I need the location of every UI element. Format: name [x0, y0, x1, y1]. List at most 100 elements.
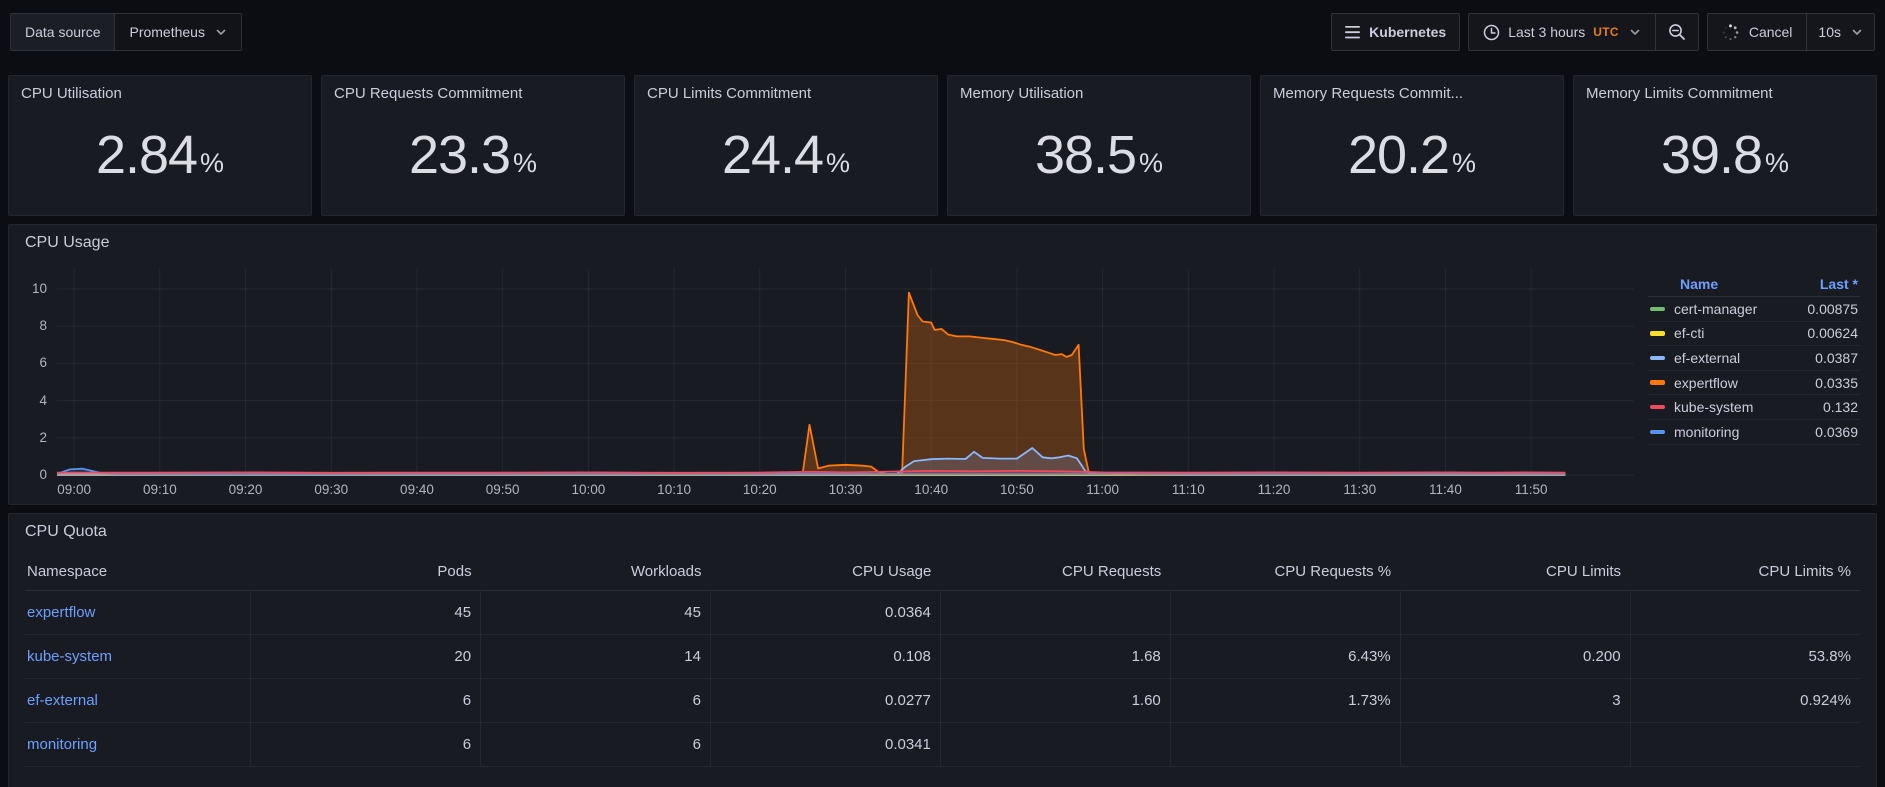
- stat-panel: Memory Requests Commit... 20.2%: [1260, 75, 1564, 216]
- table-cell: [939, 722, 1171, 767]
- table-row: kube-system 20 14 0.108 1.68 6.43% 0.200 53.8%: [25, 634, 1860, 679]
- series-color-pill: [1650, 355, 1665, 361]
- namespace-link[interactable]: monitoring: [27, 736, 98, 753]
- table-cell: 3: [1399, 678, 1631, 723]
- series-last-value: 0.0387: [1815, 349, 1858, 366]
- time-range-picker[interactable]: Last 3 hours UTC: [1469, 14, 1655, 50]
- column-header-pods[interactable]: Pods: [250, 555, 481, 591]
- namespace-link[interactable]: kube-system: [27, 648, 113, 665]
- series-name: cert-manager: [1674, 300, 1758, 317]
- datasource-dropdown[interactable]: Prometheus: [114, 14, 240, 50]
- column-header-cpu-requests[interactable]: CPU Requests: [940, 555, 1171, 591]
- series-name: expertflow: [1674, 374, 1738, 391]
- refresh-cancel-button[interactable]: Cancel: [1708, 14, 1807, 50]
- refresh-interval-dropdown[interactable]: 10s: [1806, 14, 1874, 50]
- legend-row[interactable]: ef-external 0.0387: [1648, 346, 1860, 371]
- x-axis-tick-label: 10:00: [571, 482, 606, 497]
- cpu-usage-panel: CPU Usage 0 2 4 6 8 10 09:00 09:10 09:20 09:30 09:…: [8, 224, 1877, 505]
- table-cell: 6: [250, 678, 481, 723]
- stat-panel-title: Memory Requests Commit...: [1273, 85, 1464, 102]
- stat-panel-value: 2.84: [95, 124, 198, 185]
- x-axis-tick-label: 11:20: [1257, 482, 1291, 497]
- table-cell: 6: [250, 722, 481, 767]
- chart-canvas[interactable]: [57, 256, 1634, 478]
- x-axis-tick-label: 11:00: [1086, 482, 1119, 497]
- column-header-cpu-limits-[interactable]: CPU Limits %: [1630, 555, 1860, 591]
- y-axis-tick-label: 2: [39, 429, 47, 445]
- zoom-out-button[interactable]: [1654, 14, 1698, 50]
- datasource-value: Prometheus: [129, 24, 205, 40]
- legend-row[interactable]: expertflow 0.0335: [1648, 371, 1860, 396]
- series-last-value: 0.00875: [1807, 300, 1858, 317]
- y-axis-tick-label: 0: [39, 467, 47, 482]
- series-last-value: 0.00624: [1807, 325, 1858, 342]
- stat-panel-value: 24.4: [721, 124, 824, 185]
- stat-panel-value: 38.5: [1034, 124, 1137, 185]
- stat-panel-value: 23.3: [408, 124, 511, 185]
- y-axis-tick-label: 4: [39, 392, 47, 408]
- timezone-label: UTC: [1593, 25, 1619, 39]
- namespace-link[interactable]: ef-external: [27, 692, 98, 709]
- cpu-usage-panel-title: CPU Usage: [25, 234, 110, 251]
- table-row: expertflow 45 45 0.0364: [25, 590, 1860, 635]
- x-axis-tick-label: 09:50: [485, 482, 520, 497]
- stat-panel-title: Memory Limits Commitment: [1586, 85, 1773, 102]
- refresh-interval-value: 10s: [1818, 24, 1841, 40]
- chevron-down-icon: [215, 26, 227, 38]
- column-header-workloads[interactable]: Workloads: [480, 555, 711, 591]
- table-cell: 6: [480, 678, 711, 723]
- table-cell: [1399, 590, 1631, 635]
- menu-icon: [1345, 25, 1361, 39]
- x-axis-tick-label: 09:40: [400, 482, 434, 497]
- x-axis-tick-label: 09:20: [228, 482, 263, 497]
- series-color-pill: [1650, 404, 1665, 410]
- table-cell: [1629, 722, 1860, 767]
- namespace-link[interactable]: expertflow: [27, 604, 96, 621]
- stat-panels-row: CPU Utilisation 2.84% CPU Requests Commi…: [8, 75, 1877, 216]
- column-header-cpu-usage[interactable]: CPU Usage: [710, 555, 941, 591]
- table-cell: 0.0341: [709, 722, 941, 767]
- y-axis-tick-label: 6: [39, 355, 47, 371]
- legend-row[interactable]: cert-manager 0.00875: [1648, 297, 1860, 322]
- column-header-cpu-requests-[interactable]: CPU Requests %: [1170, 555, 1401, 591]
- x-axis-tick-label: 11:50: [1514, 482, 1548, 497]
- cancel-label: Cancel: [1748, 24, 1793, 40]
- chevron-down-icon: [1851, 26, 1863, 38]
- dashboard-button[interactable]: Kubernetes: [1331, 13, 1461, 51]
- stat-panel-title: Memory Utilisation: [960, 85, 1084, 102]
- legend-value-header[interactable]: Last *: [1819, 276, 1858, 292]
- zoom-out-icon: [1668, 23, 1686, 41]
- column-header-cpu-limits[interactable]: CPU Limits: [1400, 555, 1631, 591]
- x-axis-tick-label: 09:00: [57, 482, 92, 497]
- x-axis-tick-label: 11:10: [1171, 482, 1205, 497]
- legend-row[interactable]: kube-system 0.132: [1648, 395, 1860, 420]
- table-row: ef-external 6 6 0.0277 1.60 1.73% 3 0.924%: [25, 678, 1860, 723]
- table-cell: 53.8%: [1629, 634, 1860, 679]
- series-area-kube-system: [57, 470, 1566, 475]
- stat-panel: CPU Utilisation 2.84%: [8, 75, 312, 216]
- table-cell: 1.68: [939, 634, 1171, 679]
- toolbar: Data source Prometheus Kubernetes Last 3…: [0, 0, 1885, 55]
- stat-panel-title: CPU Limits Commitment: [647, 85, 812, 102]
- series-line-ef-external: [57, 447, 1566, 476]
- table-cell: 0.108: [709, 634, 941, 679]
- stat-panel: Memory Limits Commitment 39.8%: [1573, 75, 1877, 216]
- table-cell: 0.0364: [709, 590, 941, 635]
- stat-panel-unit: %: [826, 148, 851, 178]
- column-header-namespace[interactable]: Namespace: [25, 555, 251, 591]
- series-line-kube-system: [57, 469, 1566, 474]
- datasource-picker: Data source Prometheus: [10, 13, 242, 51]
- table-cell: [1399, 722, 1631, 767]
- table-header-row: Namespace Pods Workloads CPU Usage CPU Reque…: [25, 555, 1860, 591]
- stat-panel-unit: %: [513, 148, 538, 178]
- y-axis-tick-label: 8: [39, 318, 47, 334]
- table-cell: [1629, 590, 1860, 635]
- table-cell: 0.200: [1399, 634, 1631, 679]
- legend-row[interactable]: monitoring 0.0369: [1648, 420, 1860, 445]
- series-last-value: 0.132: [1822, 399, 1858, 416]
- series-name: ef-cti: [1674, 325, 1705, 342]
- timeseries-chart[interactable]: 0 2 4 6 8 10 09:00 09:10 09:20 09:30 09:40 09:50 10:…: [19, 256, 1634, 502]
- legend-row[interactable]: ef-cti 0.00624: [1648, 322, 1860, 347]
- legend-name-header[interactable]: Name: [1680, 276, 1719, 292]
- stat-panel: Memory Utilisation 38.5%: [947, 75, 1251, 216]
